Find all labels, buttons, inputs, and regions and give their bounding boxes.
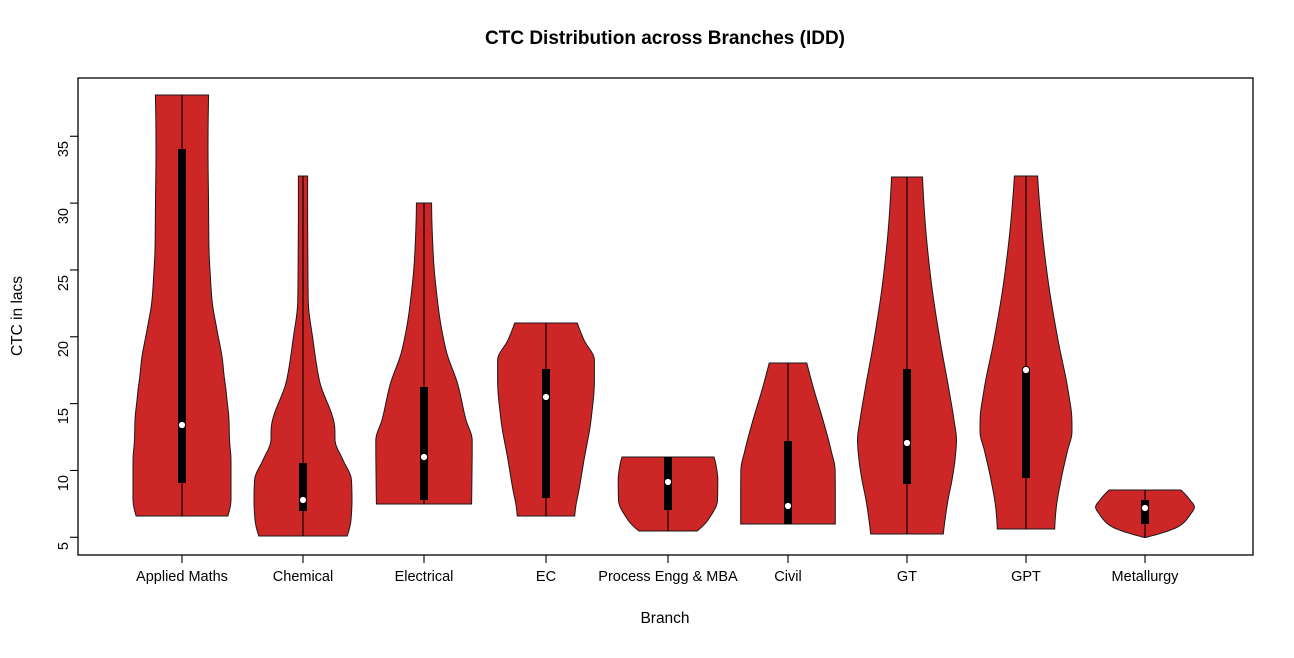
svg-text:Metallurgy: Metallurgy	[1112, 569, 1180, 585]
svg-text:GT: GT	[897, 569, 917, 585]
svg-text:30: 30	[56, 208, 72, 224]
svg-text:35: 35	[56, 141, 72, 157]
svg-text:Electrical: Electrical	[395, 569, 454, 585]
svg-text:Civil: Civil	[774, 569, 801, 585]
svg-text:10: 10	[56, 475, 72, 491]
svg-text:EC: EC	[536, 569, 556, 585]
svg-text:15: 15	[56, 408, 72, 424]
svg-text:Process Engg & MBA: Process Engg & MBA	[598, 569, 738, 585]
svg-text:25: 25	[56, 275, 72, 291]
svg-text:CTC Distribution across Branch: CTC Distribution across Branches (IDD)	[485, 28, 845, 49]
svg-text:GPT: GPT	[1011, 569, 1041, 585]
svg-text:20: 20	[56, 341, 72, 357]
svg-text:Applied Maths: Applied Maths	[136, 569, 228, 585]
svg-text:5: 5	[56, 542, 72, 550]
svg-text:CTC in lacs: CTC in lacs	[9, 276, 26, 356]
svg-text:Chemical: Chemical	[273, 569, 333, 585]
svg-text:Branch: Branch	[640, 610, 689, 627]
